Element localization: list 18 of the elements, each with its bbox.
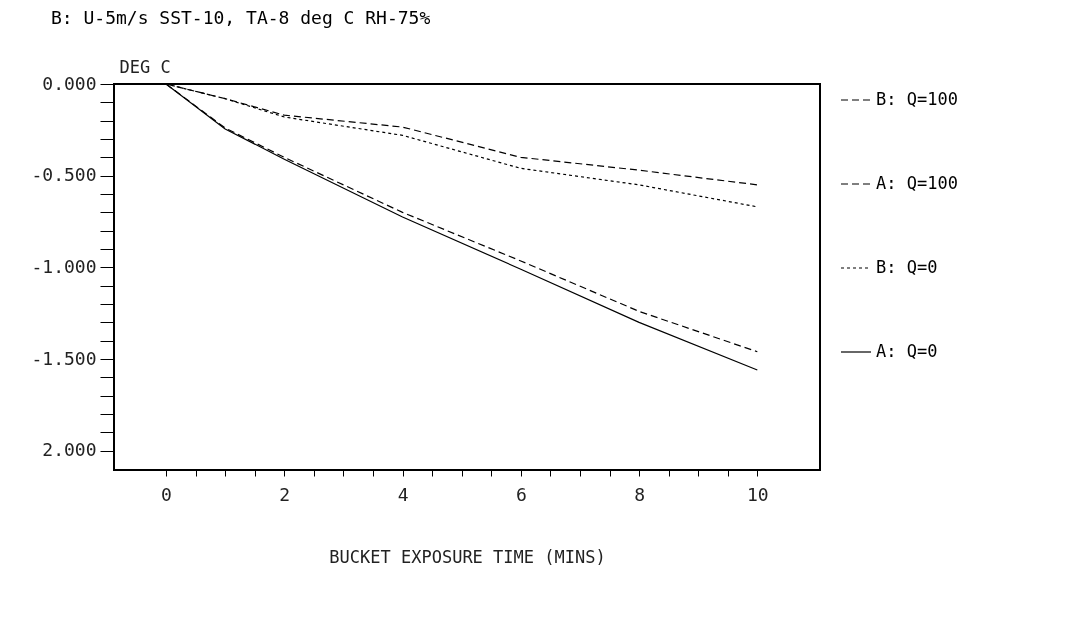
x-tick-label: 2: [279, 483, 291, 505]
legend-label: B: Q=100: [876, 89, 958, 109]
y-tick-label: -0.500: [31, 164, 97, 186]
x-tick-label: 4: [397, 483, 409, 505]
x-tick-label: 0: [161, 483, 172, 505]
x-axis-title: BUCKET EXPOSURE TIME (MINS): [329, 546, 606, 567]
legend-label: A: Q=100: [876, 173, 958, 193]
chart-title: B: U-5m/s SST-10, TA-8 deg C RH-75%: [50, 7, 431, 28]
x-tick-label: 10: [746, 483, 769, 505]
y-axis-title: DEG C: [119, 56, 171, 77]
x-tick-label: 8: [634, 483, 645, 505]
y-tick-label: 2.000: [42, 439, 97, 461]
legend-label: B: Q=0: [876, 257, 938, 277]
legend-label: A: Q=0: [876, 341, 938, 361]
y-tick-label: 0.000: [42, 72, 97, 94]
y-tick-label: -1.000: [31, 255, 97, 277]
y-tick-label: -1.500: [31, 347, 97, 369]
x-tick-label: 6: [515, 483, 527, 505]
